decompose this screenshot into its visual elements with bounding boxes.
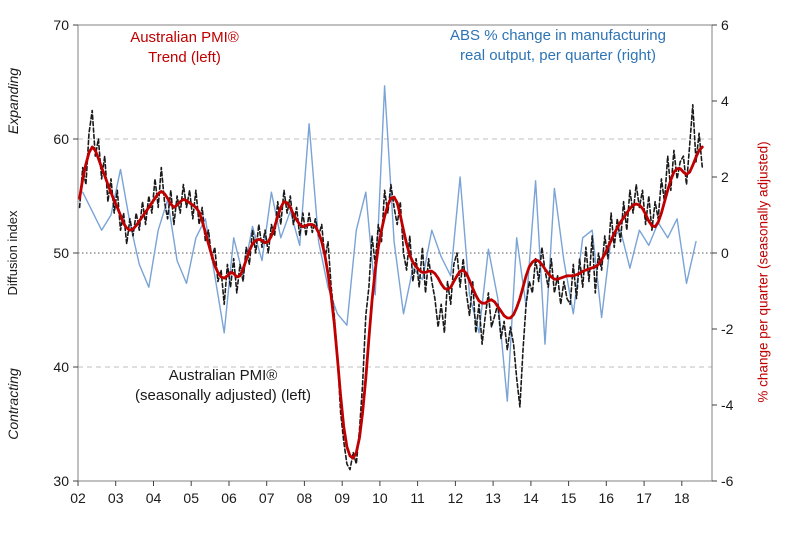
x-tick-label-08: 08 (297, 490, 313, 506)
x-tick-label-14: 14 (523, 490, 539, 506)
series-pmi-trend (78, 145, 704, 460)
right-tick-label-4: 4 (721, 93, 729, 109)
right-tick-label--4: -4 (721, 397, 734, 413)
x-tick-label-11: 11 (410, 490, 425, 506)
left-tick-label-30: 30 (53, 473, 69, 489)
x-tick-label-13: 13 (485, 490, 501, 506)
x-tick-label-16: 16 (599, 490, 615, 506)
x-tick-label-17: 17 (636, 490, 652, 506)
right-tick-label--6: -6 (721, 473, 734, 489)
legend-pmi-sa-line1: Australian PMI® (168, 367, 278, 384)
left-tick-label-70: 70 (53, 17, 69, 33)
right-tick-label-6: 6 (721, 17, 729, 33)
left-axis-region-expanding: Expanding (5, 67, 21, 135)
x-tick-label-03: 03 (108, 490, 124, 506)
x-tick-label-06: 06 (221, 490, 237, 506)
x-tick-label-02: 02 (70, 490, 86, 506)
left-tick-label-50: 50 (53, 245, 69, 261)
left-axis-title: Diffusion index (5, 210, 20, 296)
legend-pmi-seasonally-adjusted: Australian PMI® (seasonally adjusted) (l… (118, 366, 328, 406)
x-tick-label-10: 10 (372, 490, 388, 506)
x-tick-label-12: 12 (448, 490, 464, 506)
x-tick-label-04: 04 (146, 490, 162, 506)
right-tick-label-0: 0 (721, 245, 729, 261)
right-tick-label-2: 2 (721, 169, 729, 185)
x-tick-label-15: 15 (561, 490, 577, 506)
legend-pmi-sa-line2: (seasonally adjusted) (left) (135, 387, 311, 404)
x-tick-label-18: 18 (674, 490, 690, 506)
right-tick-label--2: -2 (721, 321, 734, 337)
legend-pmi-trend-line1: Australian PMI® (130, 29, 239, 46)
legend-abs-output-line1: ABS % change in manufacturing (450, 27, 666, 44)
legend-pmi-trend: Australian PMI® Trend (left) (92, 28, 277, 68)
left-tick-label-40: 40 (53, 359, 69, 375)
x-tick-label-07: 07 (259, 490, 275, 506)
legend-pmi-trend-line2: Trend (left) (148, 49, 221, 66)
right-axis-title: % change per quarter (seasonally adjuste… (755, 141, 771, 403)
x-tick-label-05: 05 (183, 490, 199, 506)
left-tick-label-60: 60 (53, 131, 69, 147)
legend-abs-output-line2: real output, per quarter (right) (460, 47, 656, 64)
series-pmi-sa (78, 104, 704, 471)
left-axis-region-contracting: Contracting (5, 368, 21, 440)
x-tick-label-09: 09 (334, 490, 350, 506)
legend-abs-output: ABS % change in manufacturing real outpu… (413, 26, 703, 66)
series-abs-output (81, 85, 697, 402)
